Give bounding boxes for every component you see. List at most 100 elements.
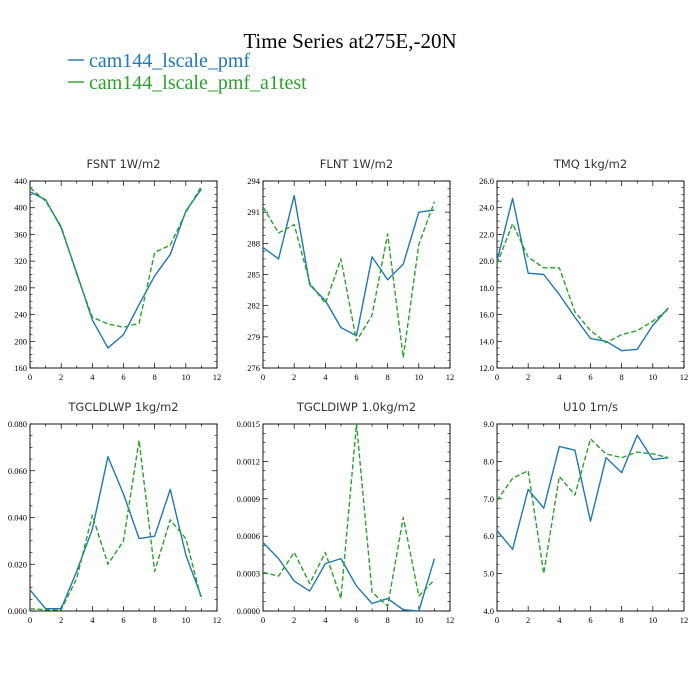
y-tick-label: 7.0 [483,494,494,504]
y-tick-label: 6.0 [483,531,494,541]
panel-title: U10 1m/s [563,400,618,414]
legend: cam144_lscale_pmfcam144_lscale_pmf_a1tes… [68,50,307,94]
x-tick-label: 4 [323,372,328,382]
plot-frame [29,423,218,612]
y-tick-label: 20.0 [479,256,494,266]
x-tick-label: 2 [292,372,296,382]
y-tick-label: 8.0 [483,456,494,466]
y-tick-label: 22.0 [479,229,494,239]
x-tick-label: 4 [557,372,562,382]
y-tick-label: 14.0 [479,336,494,346]
y-tick-label: 12.0 [479,363,494,373]
y-tick-label: 9.0 [483,419,494,429]
panel-title: TMQ 1kg/m2 [553,157,627,171]
x-tick-label: 6 [121,615,125,625]
panel-0: FSNT 1W/m2 0 2 4 6 8 10 12 160 200 240 280 320 360 400… [14,157,221,382]
plot-frame [496,423,685,612]
y-tick-label: 200 [14,336,27,346]
x-tick-label: 8 [620,372,624,382]
x-tick-label: 12 [680,372,689,382]
x-tick-label: 4 [323,615,328,625]
y-tick-label: 4.0 [483,606,494,616]
x-tick-label: 4 [90,372,95,382]
y-tick-label: 294 [247,176,261,186]
y-tick-label: 0.020 [8,559,27,569]
plot-frame [29,180,218,369]
y-tick-label: 400 [14,203,27,213]
y-tick-label: 360 [14,229,27,239]
x-tick-label: 0 [261,372,265,382]
y-tick-label: 0.000 [8,606,27,616]
y-tick-label: 24.0 [479,203,494,213]
y-tick-label: 0.0000 [237,606,260,616]
x-tick-label: 4 [90,615,95,625]
x-tick-label: 6 [588,615,592,625]
x-tick-label: 10 [649,372,658,382]
series-line-0 [29,188,202,349]
legend-label-0: cam144_lscale_pmf [89,50,250,72]
x-tick-label: 12 [213,372,222,382]
x-tick-label: 8 [153,615,157,625]
series-line-0 [29,456,203,610]
panel-title: TGCLDLWP 1kg/m2 [67,400,178,414]
y-tick-label: 291 [247,207,260,217]
legend-label-1: cam144_lscale_pmf_a1test [89,72,307,94]
y-tick-label: 288 [247,238,260,248]
y-tick-label: 282 [247,301,260,311]
y-tick-label: 0.0006 [237,531,260,541]
x-tick-label: 12 [680,615,689,625]
x-tick-label: 8 [620,615,624,625]
x-tick-label: 2 [526,615,530,625]
x-tick-label: 0 [495,372,499,382]
panel-title: FLNT 1W/m2 [320,157,393,171]
x-tick-label: 4 [557,615,562,625]
series-line-0 [496,434,669,550]
x-tick-label: 6 [121,372,125,382]
plot-frame [262,423,451,612]
x-tick-label: 10 [182,615,191,625]
y-tick-label: 5.0 [483,569,494,579]
x-tick-label: 8 [153,372,157,382]
panel-title: TGCLDIWP 1.0kg/m2 [296,400,416,414]
y-tick-label: 276 [247,363,260,373]
y-tick-label: 26.0 [479,176,494,186]
x-tick-label: 10 [649,615,658,625]
x-tick-label: 12 [446,615,455,625]
x-tick-label: 0 [28,615,32,625]
x-tick-label: 12 [446,372,455,382]
panel-4: TGCLDIWP 1.0kg/m2 0 2 4 6 8 10 12 0.0000 0.0003 0.… [237,400,455,625]
series-line-0 [496,197,669,352]
x-tick-label: 10 [415,615,424,625]
y-tick-label: 320 [14,256,27,266]
y-tick-label: 18.0 [479,283,494,293]
x-tick-label: 2 [59,372,63,382]
y-tick-label: 160 [14,363,27,373]
panel-5: U10 1m/s 0 2 4 6 8 10 12 4.0 5.0 6.0 7.0 8.0 9.0 [483,400,688,625]
x-tick-label: 12 [213,615,222,625]
x-tick-label: 0 [495,615,499,625]
x-tick-label: 0 [28,372,32,382]
y-tick-label: 0.040 [8,513,27,523]
series-line-1 [29,185,203,328]
y-tick-label: 0.0003 [237,569,260,579]
y-tick-label: 0.0012 [237,456,260,466]
plot-frame [496,180,685,369]
panels: FSNT 1W/m20 2 4 6 8 10 12160200240280320360400… [8,157,688,625]
y-tick-label: 285 [247,270,260,280]
y-tick-label: 240 [14,310,27,320]
panel-title: FSNT 1W/m2 [86,157,160,171]
y-tick-label: 0.0009 [237,494,260,504]
x-tick-label: 2 [59,615,63,625]
panel-3: TGCLDLWP 1kg/m2 0 2 4 6 8 10 12 0.000 0.020 0.040 0… [8,400,221,625]
series-line-1 [262,201,436,359]
y-tick-label: 440 [14,176,27,186]
series-line-0 [262,194,435,337]
y-tick-label: 0.080 [8,419,27,429]
panel-2: TMQ 1kg/m2 0 2 4 6 8 10 12 12.0 14.0 16.0 18.0 20.0 2… [479,157,688,382]
y-tick-label: 280 [14,283,27,293]
series-line-1 [496,223,669,344]
series-line-1 [29,439,203,611]
x-tick-label: 6 [354,615,358,625]
y-tick-label: 0.060 [8,466,27,476]
